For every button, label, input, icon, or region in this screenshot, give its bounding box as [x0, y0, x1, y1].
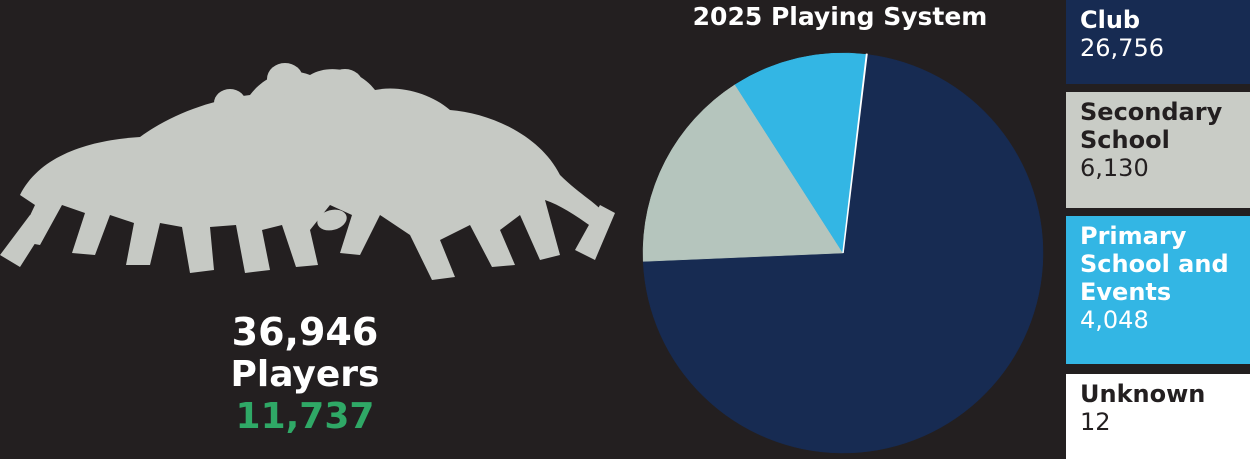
legend-item-club: Club 26,756	[1066, 0, 1250, 84]
legend-label: Primary School and Events	[1080, 222, 1229, 306]
legend-value: 26,756	[1080, 34, 1164, 62]
pie-slice-primary-school-and-events	[734, 52, 867, 254]
legend-value: 6,130	[1080, 154, 1149, 182]
legend-label: Club	[1080, 6, 1141, 34]
legend: Club 26,756 Secondary School 6,130 Prima…	[1066, 0, 1250, 459]
pie-slice-club	[642, 54, 1044, 454]
legend-item-unknown: Unknown 12	[1066, 374, 1250, 459]
rugby-ball-icon	[317, 209, 347, 231]
legend-label: Unknown	[1080, 380, 1206, 408]
player-totals: 36,946 Players 11,737	[175, 310, 435, 438]
total-players-value: 36,946	[231, 310, 379, 354]
chart-title: 2025 Playing System	[692, 2, 988, 31]
legend-value: 4,048	[1080, 306, 1149, 334]
rugby-scrum-silhouette-icon	[0, 63, 615, 280]
players-label: Players	[230, 354, 380, 395]
pie-slice-unknown	[842, 53, 868, 254]
legend-label: Secondary School	[1080, 98, 1223, 154]
pie-slice-secondary-school	[642, 84, 844, 262]
legend-item-primary-school: Primary School and Events 4,048	[1066, 216, 1250, 364]
legend-value: 12	[1080, 408, 1111, 436]
legend-item-secondary-school: Secondary School 6,130	[1066, 92, 1250, 208]
pie-chart	[642, 52, 1044, 454]
secondary-figure: 11,737	[235, 396, 375, 437]
